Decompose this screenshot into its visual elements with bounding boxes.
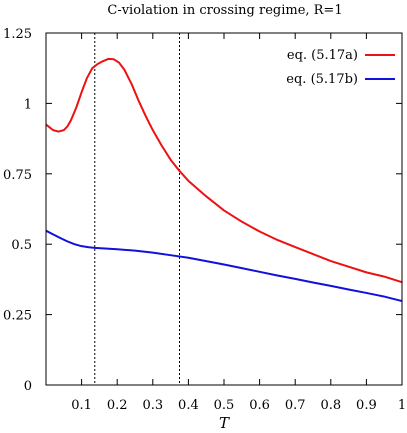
series-line-1 xyxy=(45,229,403,303)
x-tick-label-5: 0.6 xyxy=(249,398,270,413)
chart-title: C-violation in crossing regime, R=1 xyxy=(107,3,342,18)
x-tick-label-1: 0.2 xyxy=(107,398,128,413)
legend-label-0: eq. (5.17a) xyxy=(287,48,358,63)
series-group xyxy=(45,57,403,303)
x-tick-label-9: 1 xyxy=(398,398,406,413)
y-tick-label-5: 1.25 xyxy=(3,27,32,42)
x-tick-label-6: 0.7 xyxy=(285,398,306,413)
vertical-markers xyxy=(94,33,180,385)
x-tick-label-0: 0.1 xyxy=(71,398,92,413)
y-tick-label-4: 1 xyxy=(24,97,32,112)
y-tick-label-3: 0.75 xyxy=(3,168,32,183)
y-axis: 0 0.25 0.5 0.75 1 1.25 xyxy=(3,27,402,394)
legend: eq. (5.17a) eq. (5.17b) xyxy=(286,48,395,87)
x-tick-label-4: 0.5 xyxy=(214,398,235,413)
legend-label-1: eq. (5.17b) xyxy=(286,72,358,87)
x-tick-label-7: 0.8 xyxy=(320,398,341,413)
x-tick-label-3: 0.4 xyxy=(178,398,199,413)
y-tick-label-2: 0.5 xyxy=(11,238,32,253)
x-axis: 0.1 0.2 0.3 0.4 0.5 0.6 0.7 0.8 0.9 1 xyxy=(71,33,406,413)
x-tick-label-2: 0.3 xyxy=(142,398,163,413)
x-axis-label: T xyxy=(219,414,230,432)
y-tick-label-1: 0.25 xyxy=(3,309,32,324)
y-tick-label-0: 0 xyxy=(24,379,32,394)
x-tick-label-8: 0.9 xyxy=(356,398,377,413)
series-line-0 xyxy=(45,57,403,284)
